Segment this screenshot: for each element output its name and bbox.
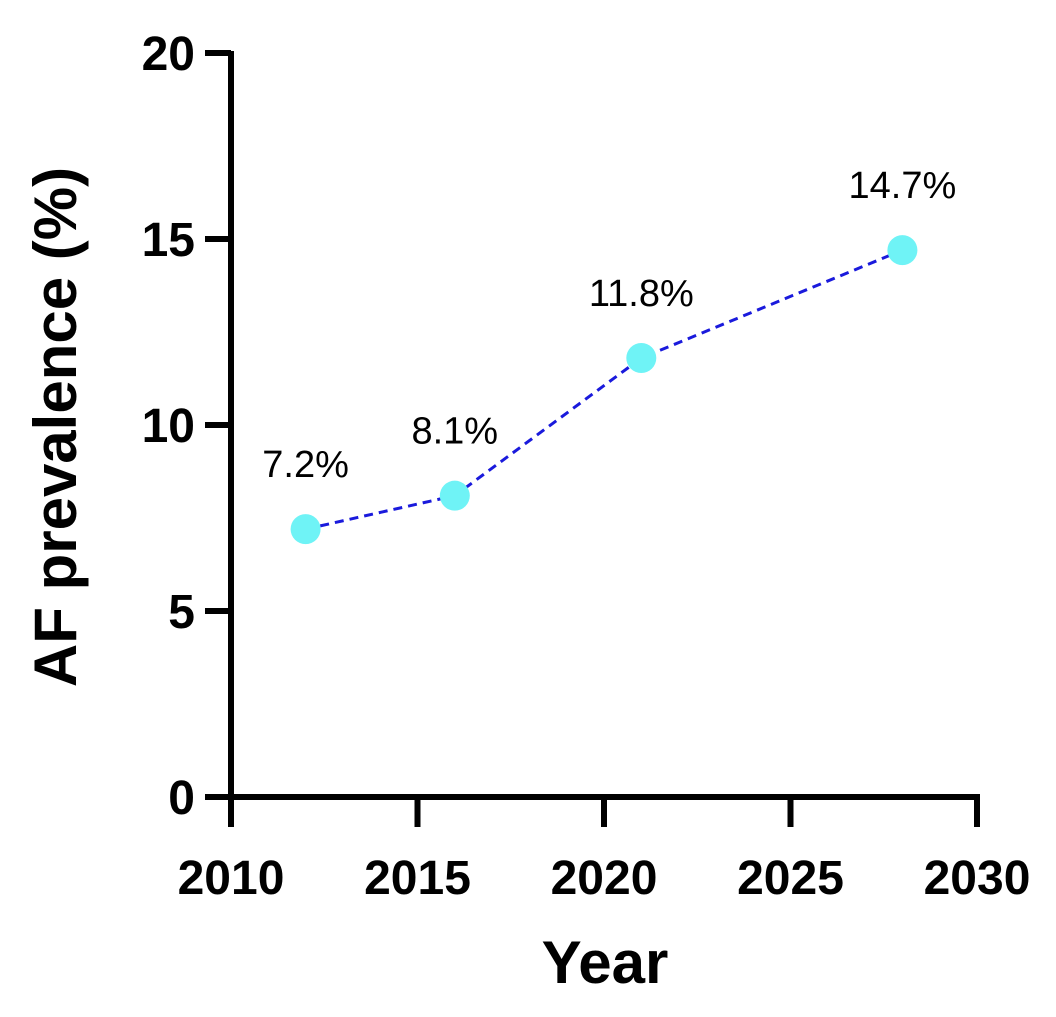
y-tick-label: 10 <box>142 400 195 453</box>
y-tick-label: 5 <box>168 586 195 639</box>
series <box>290 235 918 545</box>
ticks: 0 5 10 15 20 2010 2015 2020 2025 2030 <box>142 28 1031 905</box>
x-tick-label: 2030 <box>924 852 1031 905</box>
data-point <box>887 235 918 266</box>
x-axis-title: Year <box>542 929 669 996</box>
x-tick-label: 2020 <box>551 852 658 905</box>
series-line <box>305 248 903 531</box>
y-tick-label: 20 <box>142 28 195 81</box>
y-axis-title: AF prevalence (%) <box>22 167 89 687</box>
y-tick-label: 15 <box>142 214 195 267</box>
data-label: 14.7% <box>849 165 957 207</box>
x-tick-label: 2025 <box>737 852 844 905</box>
data-point <box>626 343 657 374</box>
data-labels: 7.2% 8.1% 11.8% 14.7% <box>262 165 956 486</box>
data-point <box>290 514 321 545</box>
data-label: 8.1% <box>411 411 498 453</box>
axes <box>228 51 980 800</box>
data-point <box>439 480 470 511</box>
data-label: 11.8% <box>589 273 694 315</box>
x-tick-label: 2015 <box>364 852 471 905</box>
y-tick-label: 0 <box>168 772 195 825</box>
data-label: 7.2% <box>262 444 349 486</box>
x-tick-label: 2010 <box>178 852 285 905</box>
